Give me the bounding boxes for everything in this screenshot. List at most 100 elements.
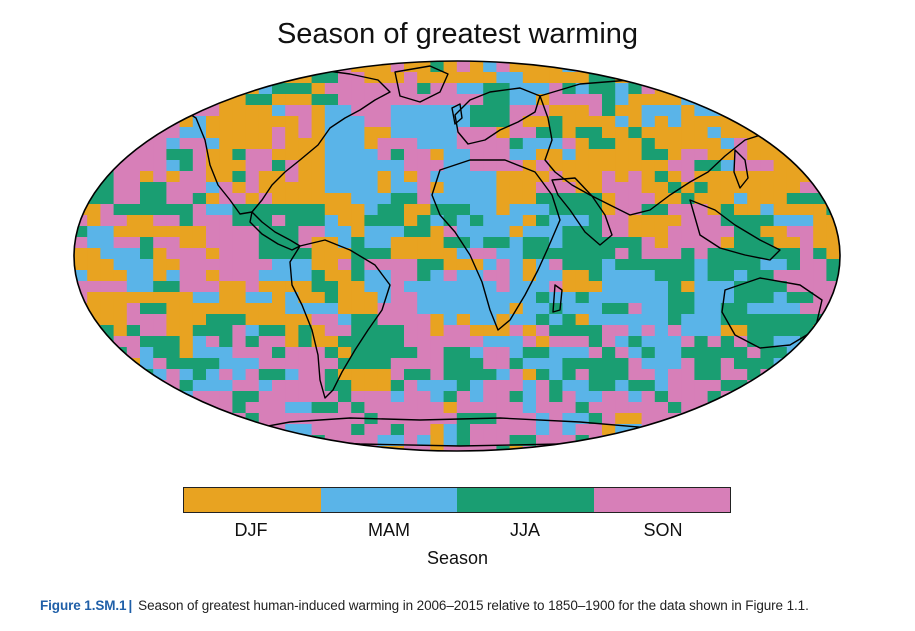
- season-cell: [681, 424, 695, 436]
- season-cell: [430, 270, 445, 282]
- season-cell: [377, 380, 392, 392]
- season-cell: [390, 193, 405, 205]
- season-cell: [404, 281, 418, 293]
- season-cell: [245, 325, 260, 337]
- season-cell: [813, 105, 827, 117]
- season-cell: [641, 380, 656, 392]
- season-cell: [324, 138, 339, 150]
- season-cell: [179, 160, 194, 172]
- season-cell: [179, 303, 194, 315]
- season-cell: [800, 292, 814, 304]
- season-cell: [153, 347, 167, 359]
- season-cell: [456, 149, 471, 161]
- season-cell: [245, 237, 260, 249]
- season-cell: [443, 127, 458, 139]
- season-cell: [853, 138, 867, 150]
- season-cell: [430, 61, 445, 73]
- season-cell: [800, 116, 814, 128]
- season-cell: [258, 72, 273, 84]
- season-cell: [536, 358, 550, 370]
- season-cell: [562, 457, 576, 469]
- season-cell: [602, 457, 616, 469]
- season-cell: [456, 347, 471, 359]
- season-cell: [720, 413, 735, 425]
- season-cell: [404, 259, 418, 271]
- season-cell: [575, 391, 590, 403]
- season-cell: [87, 369, 101, 381]
- season-cell: [87, 248, 101, 260]
- season-cell: [232, 336, 247, 348]
- season-cell: [140, 413, 154, 425]
- season-cell: [681, 61, 695, 73]
- season-cell: [536, 182, 550, 194]
- season-cell: [786, 446, 801, 451]
- season-cell: [390, 435, 405, 447]
- season-cell: [126, 292, 141, 304]
- season-cell: [351, 237, 365, 249]
- season-cell: [654, 61, 669, 73]
- season-cell: [786, 424, 801, 436]
- season-cell: [232, 281, 247, 293]
- season-cell: [404, 149, 418, 161]
- season-cell: [470, 94, 484, 106]
- season-cell: [166, 138, 181, 150]
- season-cell: [298, 160, 313, 172]
- season-cell: [853, 270, 867, 282]
- season-cell: [179, 127, 194, 139]
- season-cell: [681, 226, 695, 238]
- season-cell: [483, 369, 497, 381]
- season-cell: [364, 105, 379, 117]
- season-cell: [324, 94, 339, 106]
- season-cell: [747, 336, 761, 348]
- season-cell: [219, 358, 233, 370]
- season-cell: [140, 402, 154, 414]
- season-cell: [694, 325, 709, 337]
- season-cell: [311, 347, 326, 359]
- season-cell: [180, 457, 194, 469]
- season-cell: [826, 116, 840, 128]
- season-cell: [192, 292, 207, 304]
- season-cell: [87, 446, 101, 451]
- season-cell: [258, 226, 273, 238]
- season-cell: [219, 325, 233, 337]
- season-cell: [285, 336, 299, 348]
- season-cell: [206, 347, 220, 359]
- season-cell: [377, 116, 392, 128]
- season-cell: [720, 358, 735, 370]
- season-cell: [853, 336, 867, 348]
- season-cell: [113, 237, 128, 249]
- season-cell: [219, 127, 233, 139]
- season-cell: [430, 314, 445, 326]
- season-cell: [668, 369, 682, 381]
- season-cell: [140, 435, 154, 447]
- season-cell: [338, 237, 352, 249]
- season-cell: [258, 314, 273, 326]
- season-cell: [615, 413, 629, 425]
- season-cell: [707, 380, 722, 392]
- season-cell: [179, 182, 194, 194]
- season-cell: [166, 369, 181, 381]
- season-cell: [668, 281, 682, 293]
- season-cell: [522, 204, 537, 216]
- season-cell: [298, 237, 313, 249]
- season-cell: [681, 72, 695, 84]
- season-cell: [430, 347, 445, 359]
- season-cell: [773, 336, 788, 348]
- season-cell: [351, 424, 365, 436]
- colorbar-segment-mam: [320, 488, 457, 512]
- season-cell: [575, 369, 590, 381]
- season-cell: [311, 369, 326, 381]
- season-cell: [588, 72, 603, 84]
- season-cell: [562, 215, 577, 227]
- season-cell: [219, 303, 233, 315]
- season-cell: [166, 336, 181, 348]
- season-cell: [179, 83, 194, 95]
- season-cell: [800, 435, 814, 447]
- season-cell: [694, 116, 709, 128]
- season-cell: [74, 424, 88, 436]
- season-cell: [853, 292, 867, 304]
- season-cell: [615, 380, 629, 392]
- season-cell: [588, 281, 603, 293]
- season-cell: [338, 83, 352, 95]
- season-cell: [390, 347, 405, 359]
